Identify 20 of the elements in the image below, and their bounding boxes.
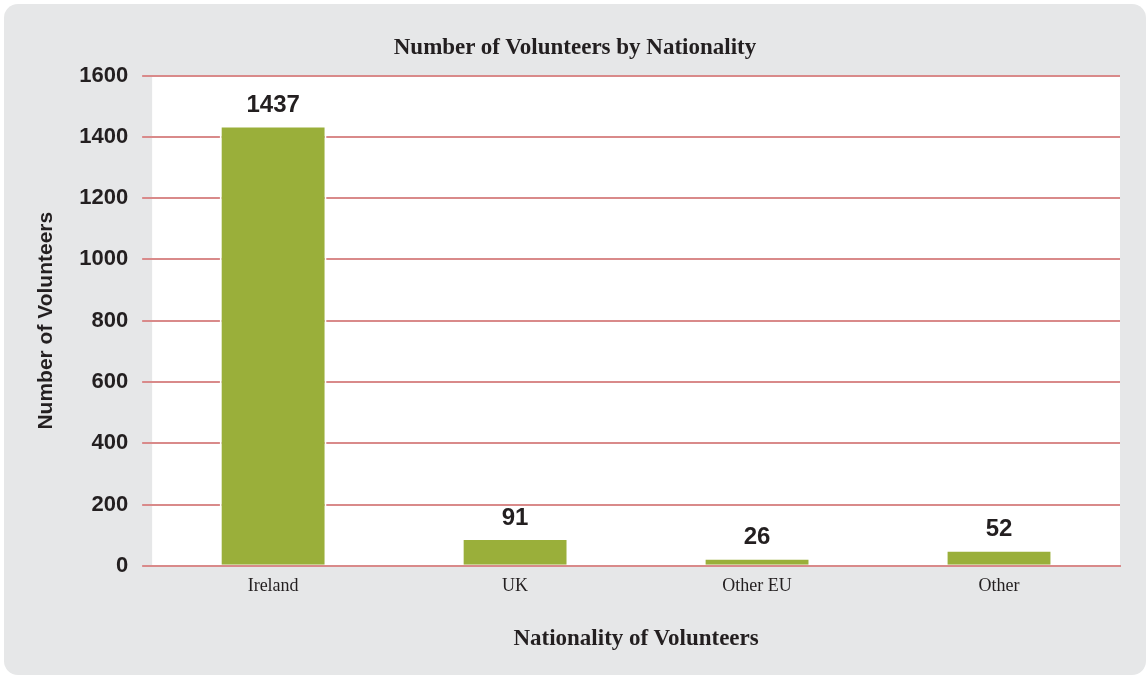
- x-tick-label: Other EU: [722, 575, 792, 596]
- data-label: 1437: [246, 90, 300, 118]
- y-tick-label: 1600: [79, 61, 129, 87]
- y-tick-label: 0: [115, 551, 129, 577]
- y-tick-label: 600: [91, 368, 129, 394]
- y-tick-label: 1000: [79, 245, 129, 271]
- data-label: 26: [743, 522, 771, 550]
- x-tick-label: Ireland: [247, 575, 299, 596]
- x-tick-label: UK: [502, 575, 529, 596]
- y-tick-label: 400: [91, 429, 129, 455]
- y-axis-title: Number of Volunteers: [33, 211, 57, 430]
- y-tick-label: 800: [91, 306, 129, 332]
- y-tick-label: 1200: [79, 184, 129, 210]
- data-label: 52: [985, 514, 1013, 542]
- x-tick-label: Other: [978, 575, 1020, 596]
- y-tick-label: 1400: [79, 122, 129, 148]
- data-label: 91: [501, 502, 529, 530]
- x-axis-title: Nationality of Volunteers: [513, 625, 759, 651]
- y-tick-label: 200: [91, 490, 129, 516]
- chart-title: Number of Volunteers by Nationality: [393, 33, 757, 59]
